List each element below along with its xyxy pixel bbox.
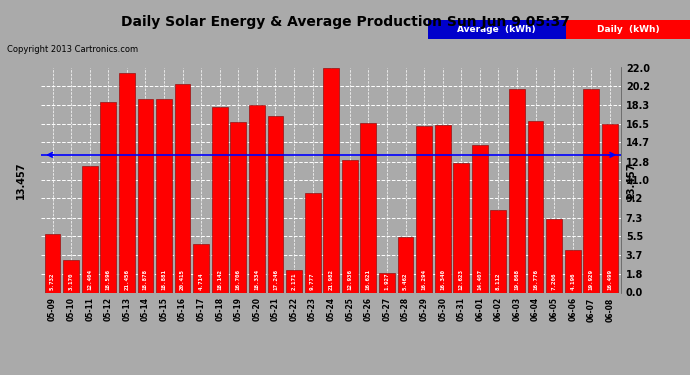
Bar (602, 124, 618, 292)
Text: Daily Solar Energy & Average Production Sun Jun 9 05:37: Daily Solar Energy & Average Production … (121, 15, 569, 29)
Text: 18.878: 18.878 (143, 270, 148, 291)
Text: 17.246: 17.246 (273, 270, 278, 291)
Text: 16.776: 16.776 (533, 270, 538, 291)
Bar (230, 122, 246, 292)
Text: 9.777: 9.777 (310, 273, 315, 291)
Bar (360, 123, 376, 292)
Text: 12.936: 12.936 (347, 270, 353, 291)
Bar (175, 84, 190, 292)
Bar (156, 99, 172, 292)
Text: 14.407: 14.407 (477, 270, 482, 291)
Bar (491, 210, 506, 292)
Text: 12.404: 12.404 (87, 270, 92, 291)
Text: 16.621: 16.621 (366, 270, 371, 291)
Text: 21.456: 21.456 (124, 270, 129, 291)
Text: 3.170: 3.170 (68, 273, 74, 291)
Text: 8.112: 8.112 (496, 273, 501, 291)
Text: 16.499: 16.499 (607, 270, 612, 291)
Bar (286, 270, 302, 292)
Text: 7.206: 7.206 (551, 273, 557, 291)
Bar (509, 89, 525, 292)
Text: 18.334: 18.334 (255, 270, 259, 291)
Text: 16.294: 16.294 (422, 270, 426, 291)
Text: 12.623: 12.623 (459, 270, 464, 291)
Text: 19.929: 19.929 (589, 270, 594, 291)
Text: 21.982: 21.982 (328, 270, 334, 291)
Bar (193, 244, 209, 292)
Bar (416, 126, 432, 292)
Text: 13.457: 13.457 (16, 161, 26, 199)
Bar (397, 237, 413, 292)
Text: Daily  (kWh): Daily (kWh) (597, 25, 659, 34)
Bar (100, 102, 116, 292)
Bar (435, 125, 451, 292)
Bar (342, 160, 357, 292)
Text: 5.732: 5.732 (50, 273, 55, 291)
Bar (379, 273, 395, 292)
Text: 13.457: 13.457 (627, 161, 636, 199)
Text: 20.415: 20.415 (180, 270, 185, 291)
Bar (82, 166, 97, 292)
Bar (305, 192, 321, 292)
Text: Average  (kWh): Average (kWh) (457, 25, 536, 34)
Bar (453, 164, 469, 292)
Text: 4.196: 4.196 (570, 273, 575, 291)
Bar (268, 116, 284, 292)
Bar (249, 105, 265, 292)
Text: 19.868: 19.868 (515, 270, 520, 291)
Bar (565, 250, 580, 292)
Bar (546, 219, 562, 292)
Text: 5.462: 5.462 (403, 273, 408, 291)
Text: 16.706: 16.706 (236, 270, 241, 291)
Text: 18.596: 18.596 (106, 270, 111, 291)
Text: 2.171: 2.171 (292, 273, 297, 291)
Bar (324, 68, 339, 292)
Bar (583, 88, 599, 292)
Bar (45, 234, 61, 292)
Bar (528, 121, 544, 292)
Bar (472, 145, 488, 292)
Bar (119, 73, 135, 292)
Text: 18.142: 18.142 (217, 270, 222, 291)
Text: 4.714: 4.714 (199, 273, 204, 291)
Text: 16.340: 16.340 (440, 270, 445, 291)
Text: 1.927: 1.927 (384, 273, 389, 291)
Bar (212, 107, 228, 292)
Text: 18.881: 18.881 (161, 270, 166, 291)
Text: Copyright 2013 Cartronics.com: Copyright 2013 Cartronics.com (7, 45, 138, 54)
Bar (137, 99, 153, 292)
Bar (63, 260, 79, 292)
